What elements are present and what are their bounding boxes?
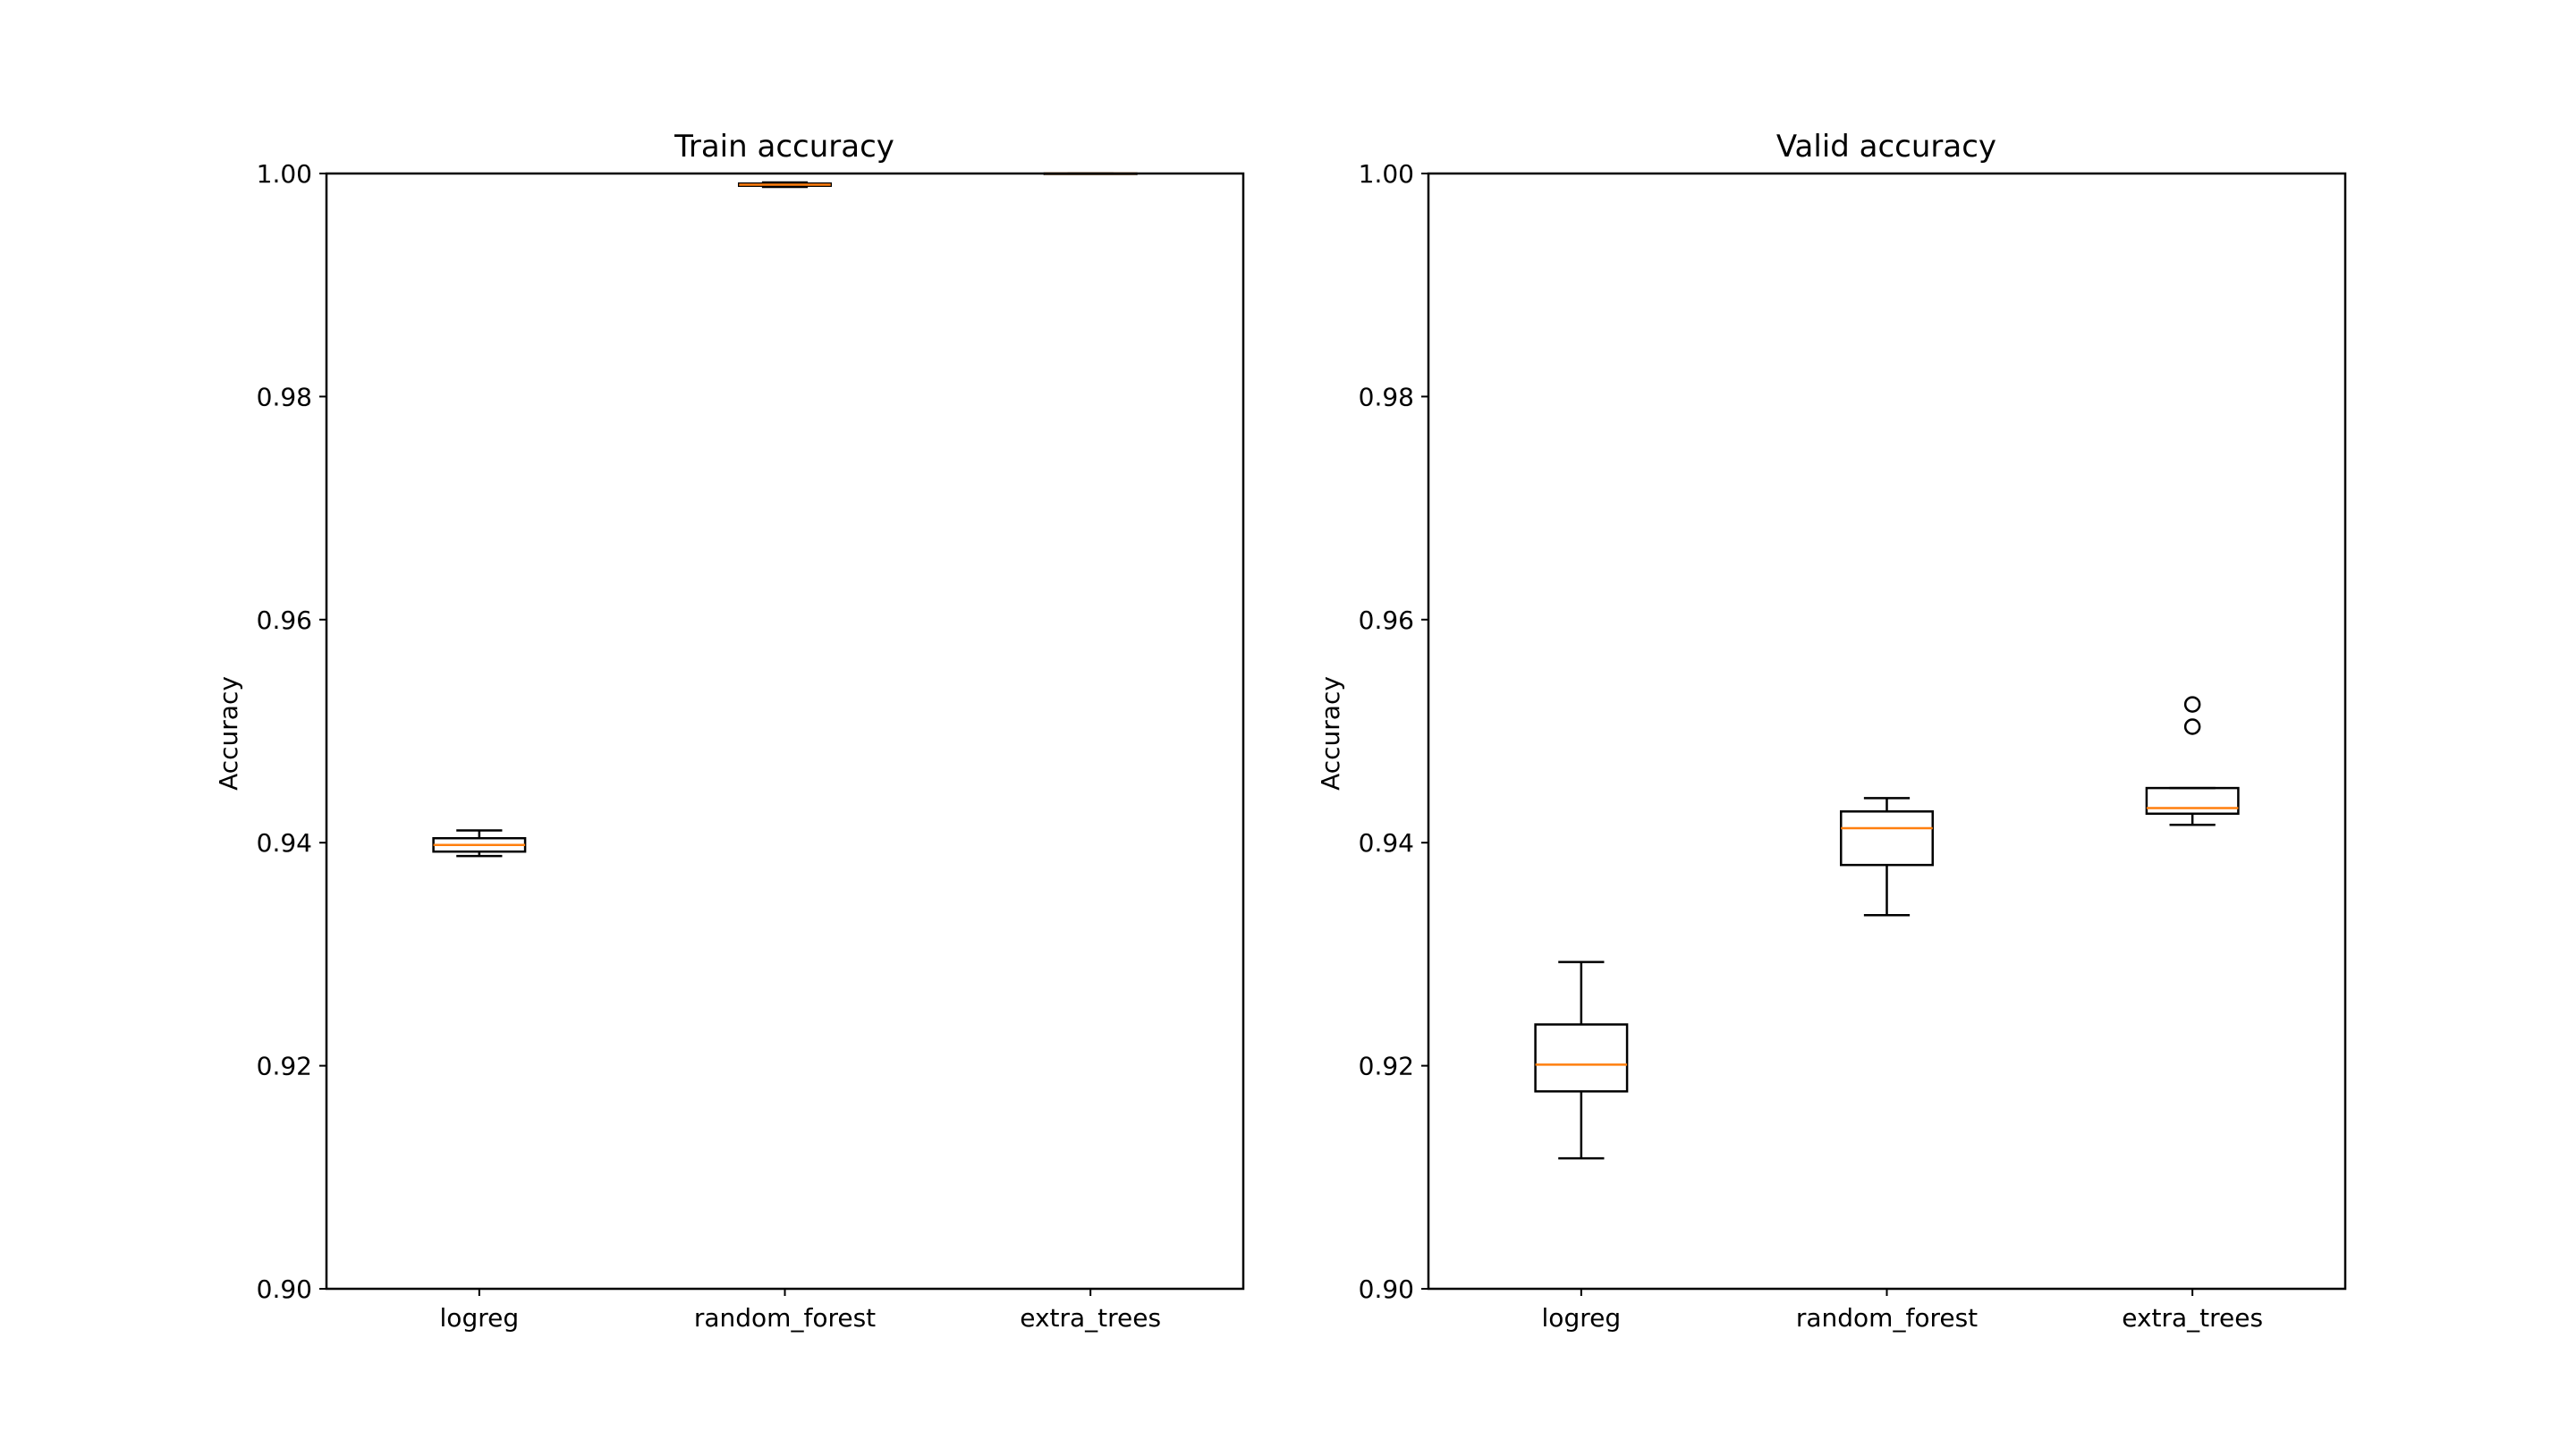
y-axis-label: Accuracy: [214, 676, 243, 791]
axes-frame: [1427, 172, 2347, 1291]
y-tick-label: 0.90: [257, 1274, 312, 1304]
box-logreg: [1534, 961, 1629, 1160]
y-tick-label: 0.90: [1359, 1274, 1414, 1304]
x-tick-label: extra_trees: [1020, 1303, 1161, 1333]
y-axis-label: Accuracy: [1316, 676, 1345, 791]
box-body: [1534, 1023, 1629, 1093]
chart-title: Train accuracy: [674, 129, 894, 165]
y-tick-label: 0.94: [257, 828, 312, 858]
subplot-valid-accuracy: Valid accuracy Accuracy 0.90 0.92 0.94 0.96…: [1316, 129, 2347, 1333]
x-tick-label: random_forest: [694, 1303, 876, 1333]
y-tick-label: 0.96: [1359, 605, 1414, 635]
box-random_forest: [738, 181, 832, 189]
outlier-point: [2183, 696, 2201, 713]
y-tick-label: 0.98: [1359, 382, 1414, 411]
x-tick-label: extra_trees: [2122, 1303, 2263, 1333]
y-tick-label: 1.00: [257, 159, 312, 189]
box-body: [2145, 786, 2240, 816]
box-extra_trees: [2145, 696, 2240, 826]
subplot-train-accuracy: Train accuracy Accuracy 0.90 0.92 0.94 0.96…: [214, 129, 1245, 1333]
y-tick-label: 0.96: [257, 605, 312, 635]
x-tick-label: logreg: [1542, 1303, 1622, 1333]
box-body: [1840, 810, 1934, 867]
axes-frame: [325, 172, 1245, 1291]
y-tick-label: 0.92: [257, 1052, 312, 1081]
box-random_forest: [1840, 797, 1934, 917]
outlier-point: [2183, 718, 2201, 735]
plot-area: 0.90 0.92 0.94 0.96 0.98 1.00 logreg random_for…: [257, 159, 1245, 1333]
plot-area: 0.90 0.92 0.94 0.96 0.98 1.00 logreg random_for…: [1359, 159, 2347, 1333]
x-tick-label: random_forest: [1796, 1303, 1978, 1333]
box-logreg: [432, 829, 527, 858]
y-tick-label: 0.92: [1359, 1052, 1414, 1081]
y-tick-label: 1.00: [1359, 159, 1414, 189]
x-tick-label: logreg: [440, 1303, 520, 1333]
y-tick-label: 0.98: [257, 382, 312, 411]
y-tick-label: 0.94: [1359, 828, 1414, 858]
chart-title: Valid accuracy: [1776, 129, 1996, 165]
